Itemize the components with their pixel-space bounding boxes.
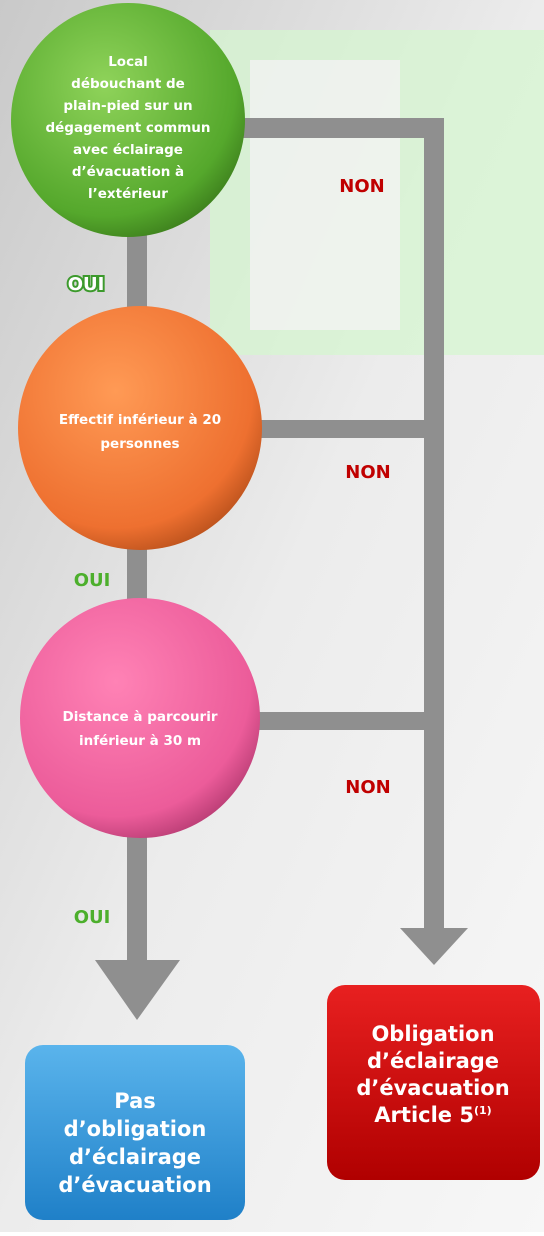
result-label: d’évacuation <box>356 1076 509 1100</box>
node-label: dégagement commun <box>45 120 210 136</box>
edge-label: OUI <box>74 570 111 591</box>
node-label: plain-pied sur un <box>63 98 192 114</box>
node-label: inférieur à 30 m <box>79 733 201 749</box>
result-label: d’éclairage <box>69 1145 201 1169</box>
node-label: Distance à parcourir <box>63 709 218 725</box>
edge-label: NON <box>345 777 390 798</box>
node-label: avec éclairage <box>73 142 183 158</box>
result-label: Pas <box>114 1089 156 1113</box>
edge-label: NON <box>339 176 384 197</box>
result-label: d’évacuation <box>58 1173 211 1197</box>
edge-label: NON <box>345 462 390 483</box>
node-circle <box>18 306 262 550</box>
edge-label: OUI <box>74 907 111 928</box>
node-label: l’extérieur <box>88 186 168 202</box>
node-label: Effectif inférieur à 20 <box>59 412 221 428</box>
diagram: OUI NON OUI NON OUI NON Local débouchant … <box>0 0 544 1232</box>
edge-label: OUI <box>68 274 105 295</box>
node-label: Local <box>108 54 148 70</box>
node-label: d’évacuation à <box>72 164 184 180</box>
node-label: débouchant de <box>71 76 185 92</box>
result-label: d’obligation <box>64 1117 207 1141</box>
result-label: d’éclairage <box>367 1049 499 1073</box>
result-label: Obligation <box>371 1022 494 1046</box>
superscript: (1) <box>474 1104 492 1117</box>
node-label: personnes <box>100 436 179 452</box>
